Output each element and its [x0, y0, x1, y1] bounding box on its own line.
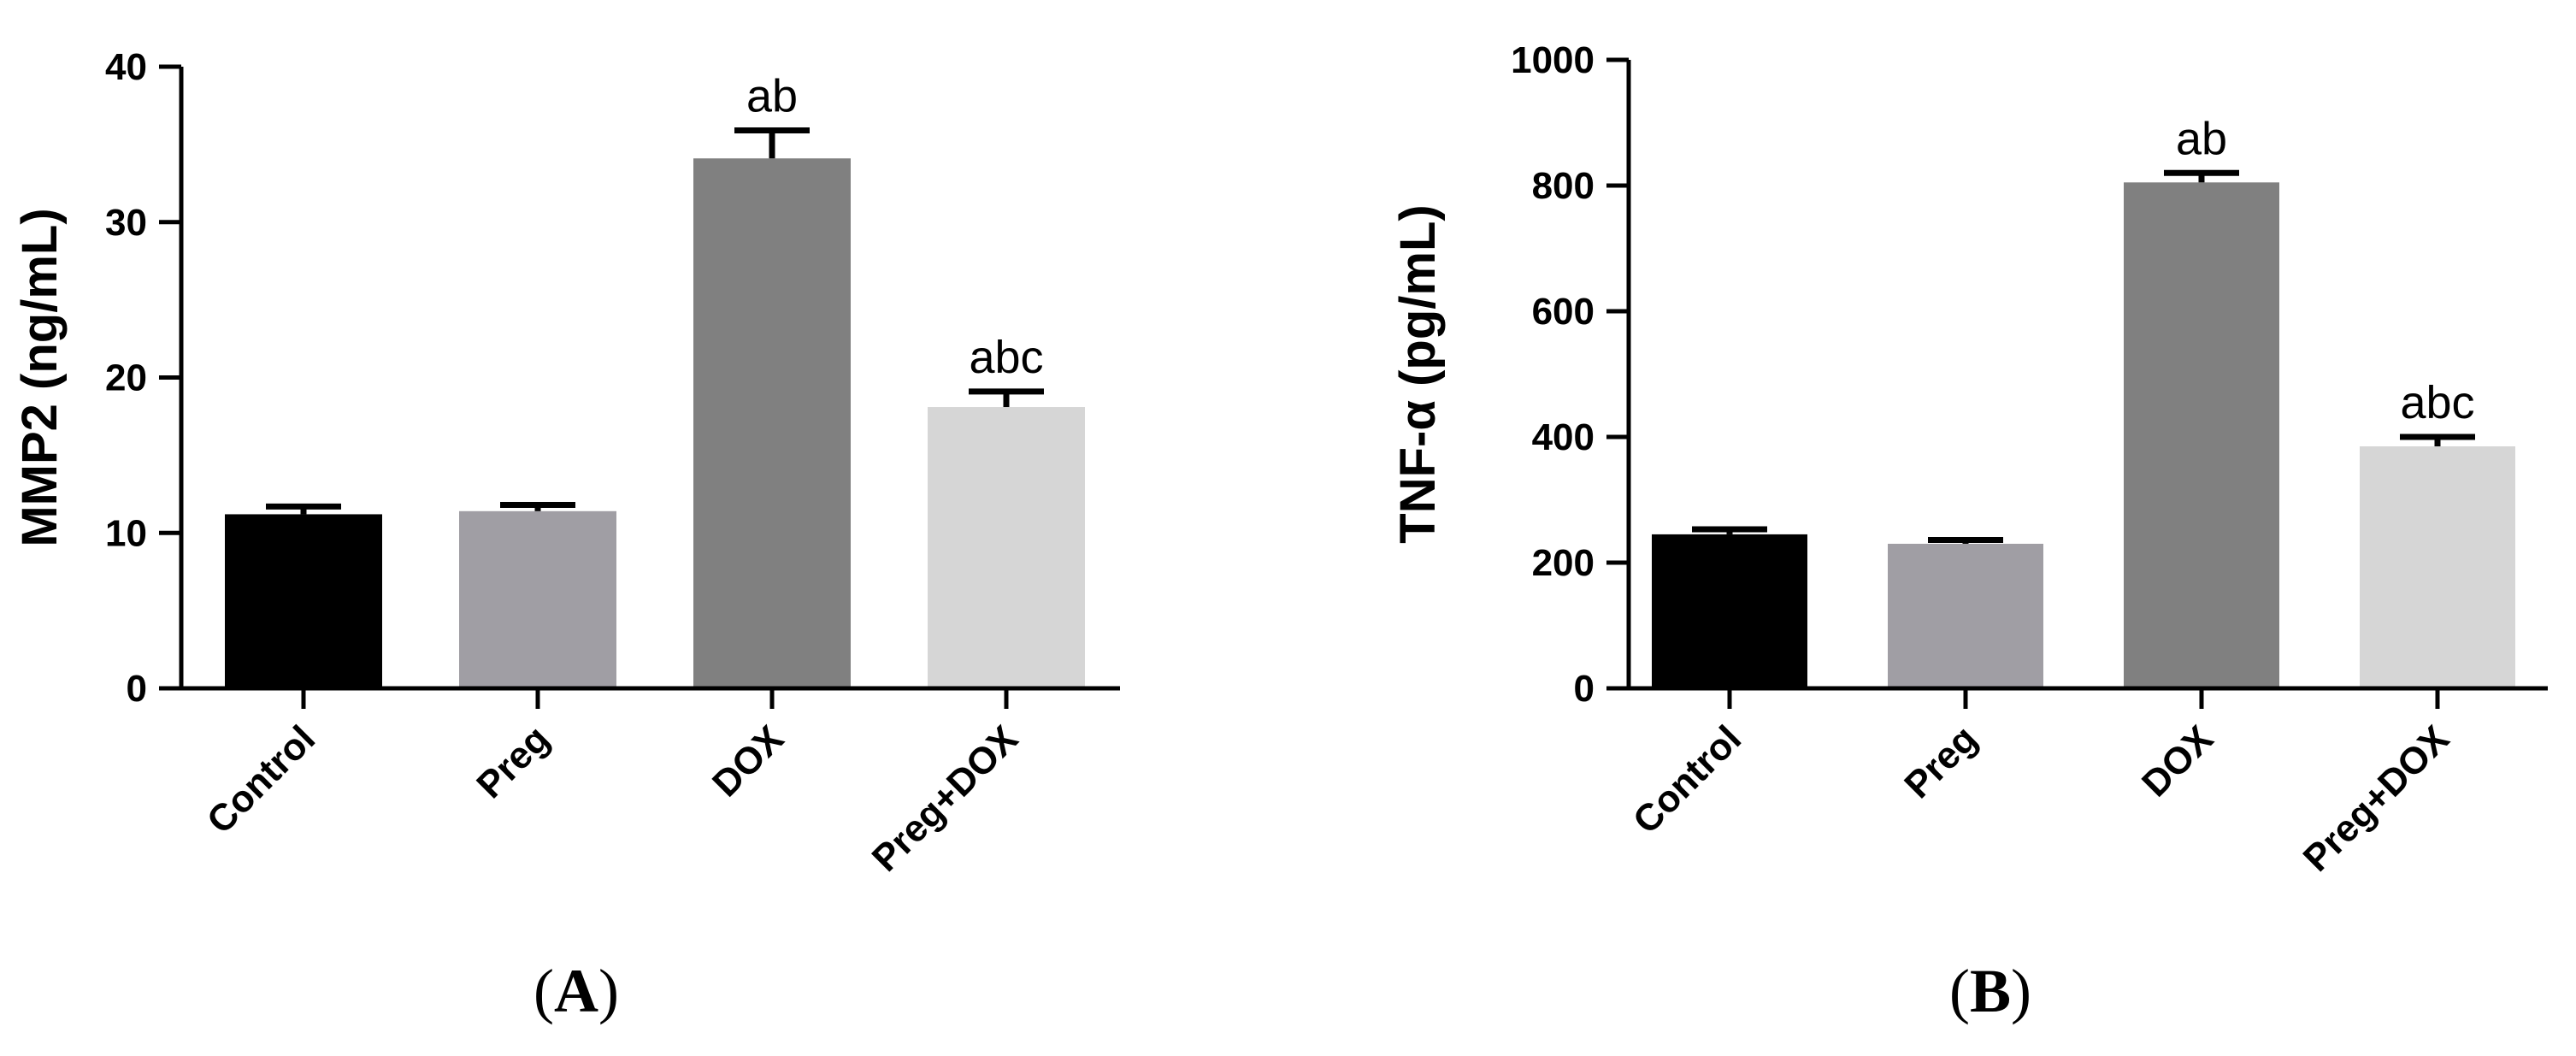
bar-a-1 [459, 510, 616, 688]
annotation-b-2: ab [2176, 113, 2227, 164]
y-tick-label-a-2: 20 [105, 357, 147, 399]
x-tick-label-b-0: Control [1625, 717, 1749, 841]
bar-b-3 [2360, 446, 2515, 688]
y-tick-label-a-0: 0 [127, 668, 147, 710]
y-tick-label-b-1: 200 [1532, 542, 1595, 584]
panel-label-b: (B) [1949, 957, 2031, 1025]
x-tick-label-a-1: Preg [469, 717, 557, 806]
x-tick-label-b-3: Preg+DOX [2296, 717, 2457, 879]
x-tick-label-a-3: Preg+DOX [864, 717, 1026, 879]
x-tick-label-b-2: DOX [2134, 717, 2221, 805]
y-tick-label-b-0: 0 [1574, 668, 1595, 710]
y-tick-label-a-3: 30 [105, 202, 147, 244]
bar-a-2 [693, 158, 851, 689]
panel-label-a: (A) [533, 957, 619, 1025]
y-tick-label-b-4: 800 [1532, 165, 1595, 207]
bar-b-0 [1652, 534, 1807, 688]
y-tick-label-a-1: 10 [105, 512, 147, 554]
y-tick-label-b-2: 400 [1532, 416, 1595, 458]
y-tick-label-a-4: 40 [105, 46, 147, 88]
x-tick-label-b-1: Preg [1896, 717, 1985, 806]
annotation-a-2: ab [746, 71, 798, 122]
x-tick-label-a-0: Control [199, 717, 323, 841]
y-tick-label-b-3: 600 [1532, 291, 1595, 333]
annotation-b-3: abc [2400, 377, 2474, 428]
y-axis-label-b: TNF-α (pg/mL) [1390, 204, 1446, 543]
y-axis-label-a: MMP2 (ng/mL) [12, 208, 68, 546]
bar-a-3 [928, 407, 1085, 688]
annotation-a-3: abc [969, 332, 1043, 383]
bar-b-2 [2124, 182, 2279, 688]
x-tick-label-a-2: DOX [704, 717, 792, 805]
bar-b-1 [1888, 543, 2043, 688]
bar-a-0 [225, 514, 382, 688]
y-tick-label-b-5: 1000 [1511, 39, 1595, 81]
